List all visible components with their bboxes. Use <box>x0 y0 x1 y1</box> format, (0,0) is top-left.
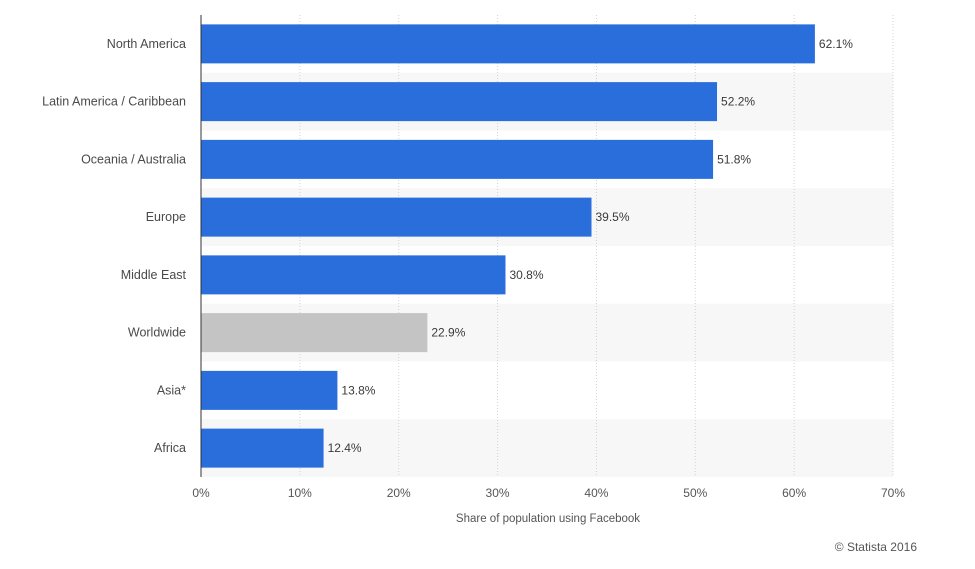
x-tick-label: 30% <box>486 486 510 500</box>
credit-text: © Statista 2016 <box>835 540 918 554</box>
bar <box>201 255 506 295</box>
category-label: North America <box>107 37 186 51</box>
x-tick-label: 60% <box>782 486 806 500</box>
bar <box>201 82 718 122</box>
category-label: Worldwide <box>128 326 186 340</box>
bar <box>201 313 428 353</box>
value-label: 12.4% <box>328 441 362 455</box>
x-tick-label: 0% <box>192 486 210 500</box>
category-label: Africa <box>154 441 186 455</box>
value-labels: 62.1% 52.2% 51.8% 39.5% 30.8% 22.9% 13.8% 12.4% <box>328 37 854 455</box>
value-label: 22.9% <box>431 326 465 340</box>
bar <box>201 428 324 468</box>
x-tick-label: 40% <box>584 486 608 500</box>
x-tick-label: 70% <box>881 486 905 500</box>
value-label: 39.5% <box>595 210 629 224</box>
category-label: Oceania / Australia <box>81 152 186 166</box>
bar <box>201 139 714 179</box>
category-label: Latin America / Caribbean <box>42 95 186 109</box>
category-label: Europe <box>146 210 186 224</box>
bars <box>201 24 815 468</box>
value-label: 52.2% <box>721 95 755 109</box>
bar <box>201 24 815 64</box>
value-label: 62.1% <box>819 37 853 51</box>
x-axis-title: Share of population using Facebook <box>456 513 640 525</box>
value-label: 30.8% <box>509 268 543 282</box>
value-label: 13.8% <box>341 383 375 397</box>
x-tick-labels: 0% 10% 20% 30% 40% 50% 60% 70% <box>192 486 905 500</box>
x-tick-label: 50% <box>683 486 707 500</box>
value-label: 51.8% <box>717 152 751 166</box>
bar <box>201 370 338 410</box>
category-label: Asia* <box>157 383 186 397</box>
category-labels: North America Latin America / Caribbean Oc… <box>42 37 186 455</box>
category-label: Middle East <box>121 268 187 282</box>
x-tick-label: 10% <box>288 486 312 500</box>
x-tick-label: 20% <box>387 486 411 500</box>
bar <box>201 197 592 237</box>
